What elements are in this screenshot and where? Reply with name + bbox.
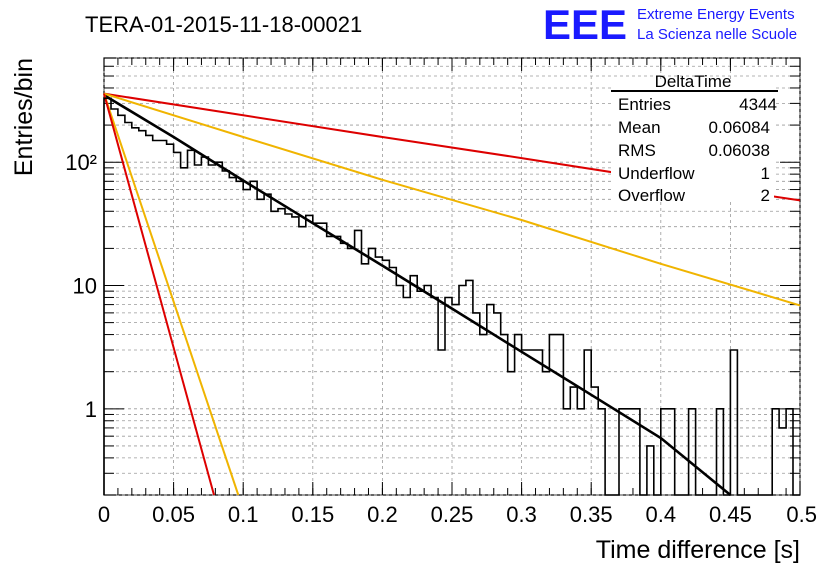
- stats-value-overflow: 2: [761, 186, 770, 205]
- eee-logo-mark: EEE: [543, 1, 627, 48]
- eee-logo-line1: Extreme Energy Events: [637, 6, 795, 23]
- x-tick-label: 0.25: [431, 502, 474, 527]
- x-tick-label: 0.4: [646, 502, 677, 527]
- x-tick-label: 0.2: [367, 502, 398, 527]
- stats-box-background: [611, 79, 774, 202]
- x-tick-label: 0.1: [228, 502, 259, 527]
- chart-title: TERA-01-2015-11-18-00021: [85, 12, 362, 37]
- x-tick-label: 0.5: [786, 502, 817, 527]
- eee-logo: EEE Extreme Energy Events La Scienza nel…: [543, 1, 797, 48]
- x-tick-label: 0.05: [152, 502, 195, 527]
- x-tick-labels: 0 0.05 0.1 0.15 0.2 0.25 0.3 0.35 0.4 0.45 0.5: [98, 502, 817, 527]
- stats-title: DeltaTime: [655, 72, 732, 91]
- x-tick-label: 0.35: [570, 502, 613, 527]
- stats-box: DeltaTime Entries 4344 Mean 0.06084 RMS …: [611, 72, 778, 205]
- stats-label-entries: Entries: [618, 95, 671, 114]
- x-tick-label: 0.45: [709, 502, 752, 527]
- stats-value-rms: 0.06038: [709, 141, 770, 160]
- stats-label-underflow: Underflow: [618, 164, 695, 183]
- x-tick-label: 0.15: [291, 502, 334, 527]
- grid: [103, 57, 801, 496]
- axis-ticks: [103, 57, 801, 496]
- x-tick-label: 0.3: [506, 502, 537, 527]
- y-tick-labels: 1 10 10²: [65, 150, 97, 422]
- x-axis-title: Time difference [s]: [596, 536, 800, 564]
- y-axis-title: Entries/bin: [10, 58, 38, 176]
- y-tick-label: 10: [73, 274, 97, 299]
- y-tick-label: 10²: [65, 150, 97, 175]
- stats-label-rms: RMS: [618, 141, 656, 160]
- stats-value-underflow: 1: [761, 164, 770, 183]
- stats-label-overflow: Overflow: [618, 186, 686, 205]
- eee-logo-line2: La Scienza nelle Scuole: [637, 26, 797, 43]
- fit-curve-4: [103, 93, 215, 496]
- stats-value-entries: 4344: [739, 95, 777, 114]
- fit-curve-2: [103, 92, 801, 307]
- x-tick-label: 0: [98, 502, 110, 527]
- fit-curve-3: [103, 93, 240, 496]
- stats-value-mean: 0.06084: [709, 118, 770, 137]
- y-tick-label: 1: [85, 397, 97, 422]
- deltatime-histogram: [103, 97, 800, 496]
- stats-label-mean: Mean: [618, 118, 661, 137]
